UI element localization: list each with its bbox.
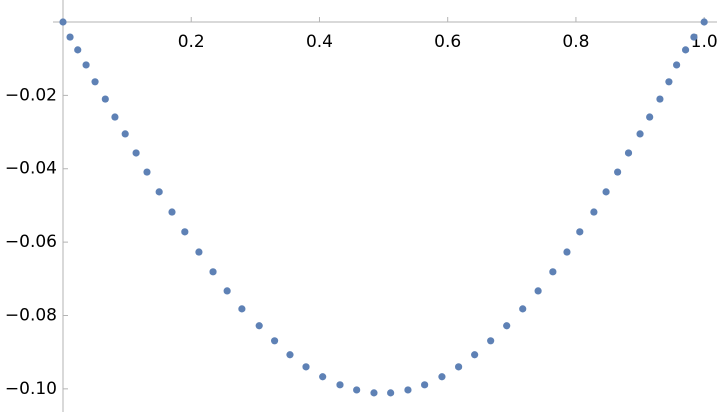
point bbox=[421, 381, 429, 389]
point bbox=[270, 337, 279, 345]
point bbox=[673, 61, 681, 69]
point bbox=[534, 287, 542, 295]
point bbox=[646, 113, 654, 121]
point bbox=[168, 208, 176, 216]
point bbox=[82, 61, 90, 69]
point bbox=[91, 78, 99, 86]
point bbox=[576, 228, 584, 236]
point bbox=[636, 130, 644, 138]
point bbox=[387, 389, 395, 397]
point bbox=[238, 305, 246, 313]
point bbox=[155, 188, 163, 196]
point bbox=[255, 322, 263, 330]
y-tick-label: −0.02 bbox=[5, 85, 57, 105]
point bbox=[665, 78, 673, 86]
point bbox=[590, 208, 598, 216]
point bbox=[101, 95, 109, 103]
point bbox=[370, 389, 378, 397]
point bbox=[181, 228, 189, 236]
x-tick-label: 0.6 bbox=[434, 32, 461, 52]
point bbox=[143, 168, 151, 176]
point bbox=[319, 373, 327, 381]
point bbox=[690, 33, 698, 41]
point bbox=[404, 386, 412, 394]
point bbox=[336, 381, 344, 389]
point bbox=[111, 113, 119, 121]
x-tick-label: 0.8 bbox=[562, 32, 589, 52]
point bbox=[209, 268, 217, 276]
y-tick-label: −0.06 bbox=[5, 232, 57, 252]
x-tick-label: 0.2 bbox=[178, 32, 205, 52]
point bbox=[471, 351, 479, 359]
point bbox=[681, 46, 690, 54]
point bbox=[624, 149, 633, 157]
point bbox=[59, 18, 67, 26]
point bbox=[66, 33, 74, 41]
point bbox=[700, 18, 708, 26]
point bbox=[519, 305, 527, 313]
point bbox=[195, 248, 203, 256]
point bbox=[656, 95, 664, 103]
point bbox=[121, 130, 129, 138]
y-tick-label: −0.10 bbox=[5, 379, 57, 399]
point bbox=[223, 287, 231, 295]
point bbox=[503, 322, 511, 330]
point bbox=[487, 337, 495, 345]
point bbox=[286, 351, 294, 359]
y-tick-label: −0.04 bbox=[5, 159, 57, 179]
y-tick-label: −0.08 bbox=[5, 305, 57, 325]
point bbox=[132, 149, 140, 157]
point bbox=[455, 363, 463, 371]
point bbox=[438, 373, 446, 381]
point bbox=[614, 168, 622, 176]
point bbox=[74, 46, 82, 54]
point bbox=[353, 386, 361, 394]
point bbox=[602, 188, 610, 196]
point bbox=[563, 248, 571, 256]
x-tick-label: 0.4 bbox=[306, 32, 333, 52]
point bbox=[302, 363, 310, 371]
point bbox=[549, 268, 557, 276]
